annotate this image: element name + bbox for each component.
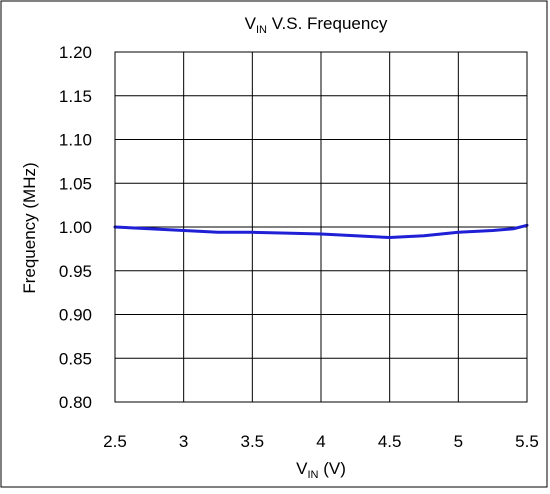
- chart-title-rest: V.S. Frequency: [267, 14, 388, 33]
- x-axis-title-sub: IN: [307, 469, 318, 481]
- y-axis-title: Frequency (MHz): [20, 162, 39, 293]
- x-tick-label: 4: [316, 432, 325, 451]
- y-tick-label: 0.90: [59, 306, 92, 325]
- y-tick-label: 1.00: [59, 218, 92, 237]
- y-tick-label: 0.85: [59, 349, 92, 368]
- x-axis-title: VIN (V): [296, 459, 346, 481]
- tick-labels: 2.5 3 3.5 4 4.5 5 5.5 1.20 1.15 1.10 1.05 1.00 0.95 0…: [59, 43, 539, 451]
- series-line: [113, 223, 529, 239]
- x-tick-label: 4.5: [378, 432, 402, 451]
- x-tick-label: 2.5: [103, 432, 127, 451]
- y-tick-label: 1.15: [59, 87, 92, 106]
- y-tick-label: 1.10: [59, 131, 92, 150]
- y-tick-label: 1.20: [59, 43, 92, 62]
- y-tick-label: 1.05: [59, 174, 92, 193]
- chart-title: VIN V.S. Frequency: [245, 14, 388, 36]
- grid-layer: [115, 52, 527, 402]
- x-axis-title-main: V: [296, 459, 308, 478]
- x-axis-title-rest: (V): [318, 459, 345, 478]
- y-tick-label: 0.95: [59, 262, 92, 281]
- chart-title-main: V: [245, 14, 257, 33]
- plot-area: [114, 51, 528, 403]
- x-tick-label: 5: [454, 432, 463, 451]
- x-tick-label: 5.5: [515, 432, 539, 451]
- chart-title-sub: IN: [256, 24, 267, 36]
- series-layer: [113, 223, 529, 239]
- x-tick-label: 3: [179, 432, 188, 451]
- x-tick-label: 3.5: [241, 432, 265, 451]
- y-tick-label: 0.80: [59, 393, 92, 412]
